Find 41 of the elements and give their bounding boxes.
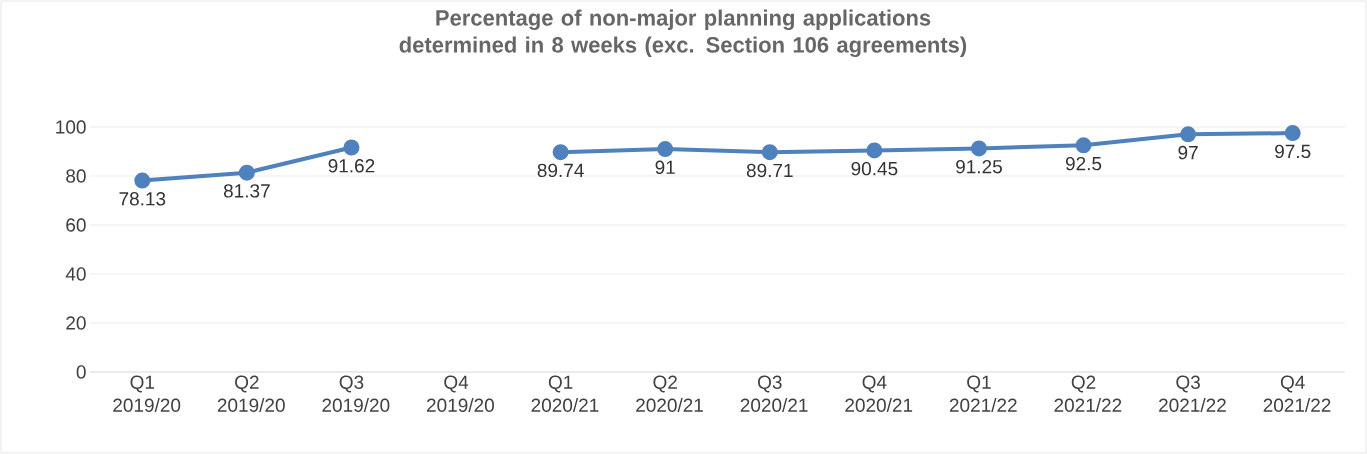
x-tick-label: Q4 2021/22	[1263, 375, 1331, 412]
point	[238, 164, 255, 181]
point	[552, 144, 569, 161]
x-tick-label: Q3 2020/21	[740, 375, 808, 412]
y-tick-label: 60	[66, 218, 86, 232]
data-label: 91	[655, 160, 675, 175]
x-tick-label: Q3 2019/20	[322, 375, 390, 412]
x-tick-label: Q3 2021/22	[1159, 375, 1226, 412]
x-tick-label: Q1 2019/20	[113, 375, 181, 412]
point	[1180, 126, 1197, 143]
x-tick-label: Q4 2019/20	[427, 375, 494, 412]
point	[343, 139, 360, 156]
y-tick-label: 100	[56, 120, 86, 134]
point	[761, 144, 778, 161]
data-label: 78.13	[119, 192, 166, 206]
chart-title: Percentage of non-major planning applications determined in 8 weeks (exc. Section 106 agreements)	[399, 9, 967, 58]
data-label: 91.25	[956, 159, 1002, 174]
data-label: 81.37	[223, 184, 270, 198]
y-tick-label: 80	[66, 169, 86, 183]
data-label: 97.5	[1275, 144, 1311, 159]
x-tick-label: Q4 2020/21	[845, 375, 913, 412]
data-label: 97	[1178, 145, 1198, 160]
point	[866, 142, 883, 159]
x-tick-label: Q1 2021/22	[949, 375, 1017, 412]
point	[1284, 125, 1301, 142]
point	[970, 140, 987, 157]
data-label: 89.74	[537, 163, 584, 178]
y-tick-label: 40	[65, 267, 86, 281]
x-tick-label: Q2 2020/21	[636, 375, 703, 412]
x-tick-label: Q1 2020/21	[531, 375, 599, 412]
data-label: 92.5	[1065, 156, 1102, 171]
data-label: 90.45	[851, 161, 898, 176]
point	[134, 172, 151, 189]
y-tick-label: 0	[76, 365, 86, 379]
point	[1075, 137, 1092, 154]
x-tick-label: Q2 2019/20	[217, 375, 285, 412]
x-tick-label: Q2 2021/22	[1054, 375, 1122, 412]
point	[657, 141, 674, 158]
data-label: 91.62	[328, 159, 375, 173]
data-label: 89.71	[746, 163, 793, 178]
y-tick-label: 20	[66, 316, 86, 330]
